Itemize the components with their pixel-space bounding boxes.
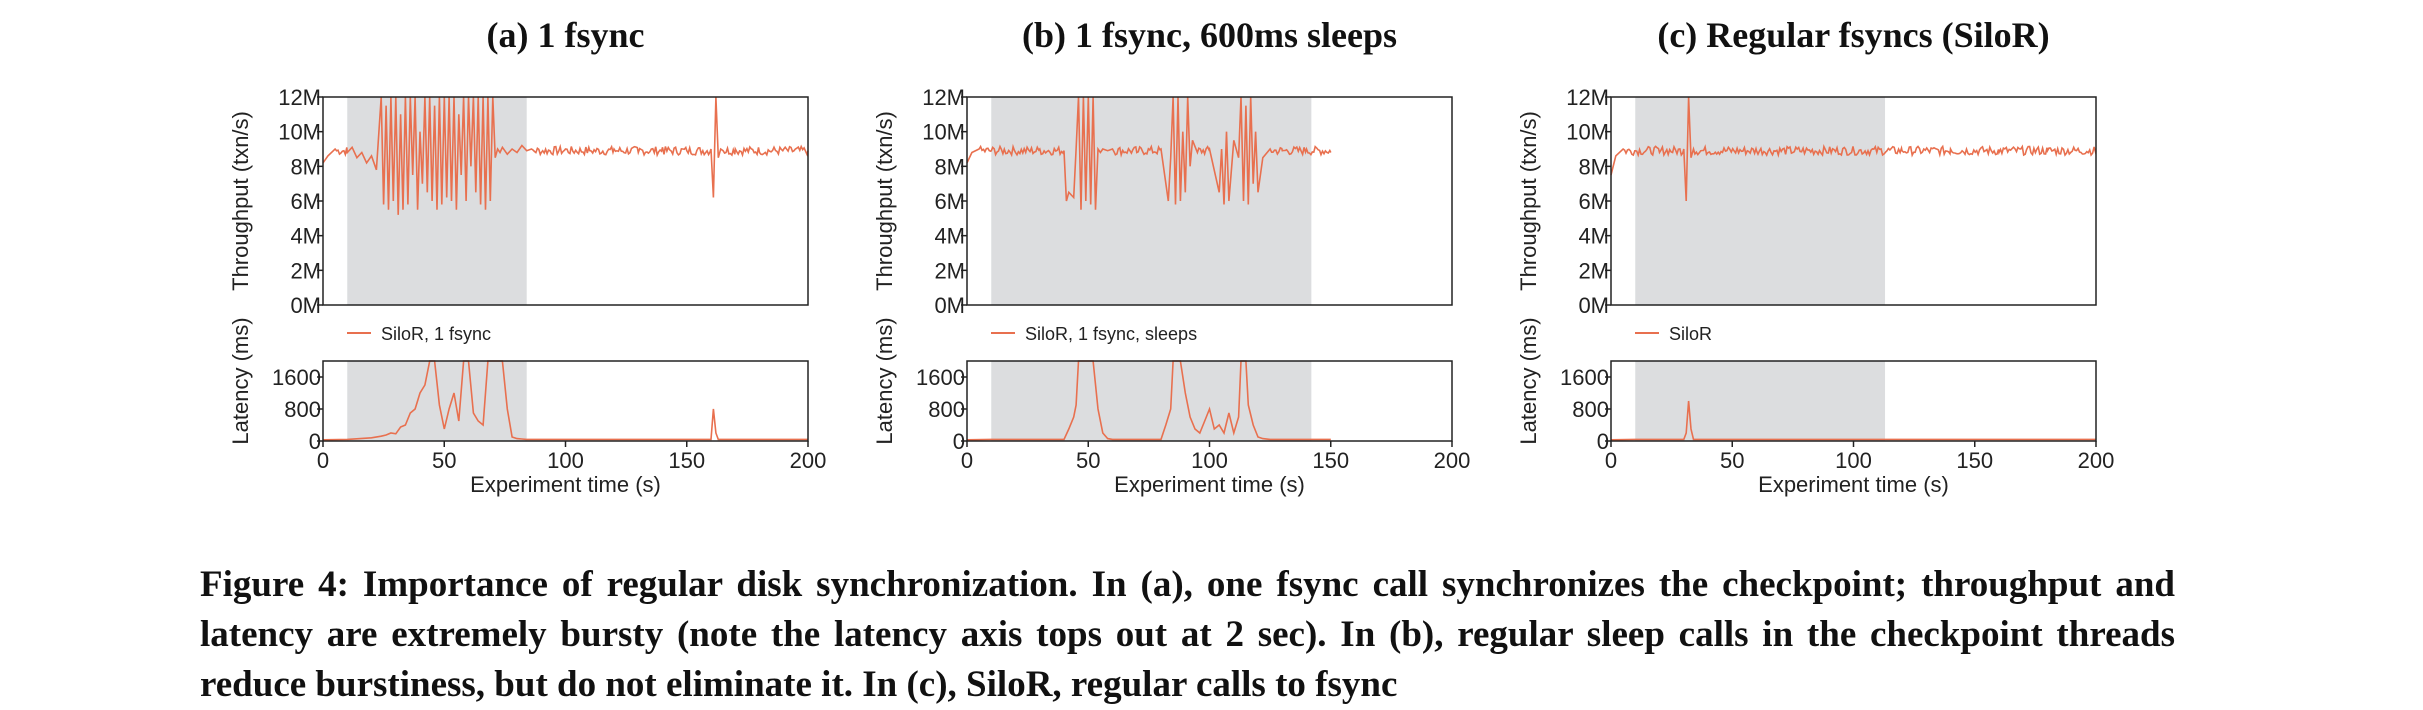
xtick-label: 150 bbox=[1956, 448, 1993, 473]
chart-panel-2: (b) 1 fsync, 600ms sleeps 0M 2M 4M 6M 8M 10M 12… bbox=[872, 15, 1470, 497]
legend-label: SiloR, 1 fsync, sleeps bbox=[1025, 324, 1197, 344]
throughput-ytick-label: 6M bbox=[934, 189, 965, 214]
latency-ytick-label: 1600 bbox=[272, 365, 321, 390]
figure-4-charts: (a) 1 fsync 0M 2M 4M 6M 8M 10M 12M Throughput (t… bbox=[228, 15, 2114, 497]
chart-title: (c) Regular fsyncs (SiloR) bbox=[1657, 15, 2049, 55]
checkpoint-shaded-region bbox=[347, 361, 527, 441]
latency-ytick-label: 1600 bbox=[1560, 365, 1609, 390]
throughput-ytick-label: 12M bbox=[922, 85, 965, 110]
xtick-label: 150 bbox=[1312, 448, 1349, 473]
throughput-series-line bbox=[322, 96, 809, 215]
throughput-ytick-label: 8M bbox=[934, 154, 965, 179]
latency-ytick-label: 800 bbox=[284, 397, 321, 422]
throughput-ytick-label: 2M bbox=[1578, 258, 1609, 283]
checkpoint-shaded-region bbox=[991, 97, 1312, 305]
throughput-ytick-label: 10M bbox=[922, 120, 965, 145]
xtick-label: 50 bbox=[432, 448, 456, 473]
xtick-label: 100 bbox=[1835, 448, 1872, 473]
throughput-y-axis-label: Throughput (txn/s) bbox=[228, 111, 253, 291]
throughput-ytick-label: 12M bbox=[278, 85, 321, 110]
throughput-ytick-label: 10M bbox=[1566, 120, 1609, 145]
throughput-ytick-label: 2M bbox=[934, 258, 965, 283]
throughput-y-axis-label: Throughput (txn/s) bbox=[1516, 111, 1541, 291]
throughput-ytick-label: 4M bbox=[1578, 224, 1609, 249]
xtick-label: 100 bbox=[547, 448, 584, 473]
latency-ytick-label: 800 bbox=[928, 397, 965, 422]
x-axis-label: Experiment time (s) bbox=[1114, 472, 1305, 497]
latency-y-axis-label: Latency (ms) bbox=[1516, 317, 1541, 444]
latency-y-axis-label: Latency (ms) bbox=[872, 317, 897, 444]
throughput-series-line bbox=[966, 96, 1332, 210]
figure-caption: Figure 4: Importance of regular disk syn… bbox=[200, 564, 2175, 705]
throughput-ytick-label: 0M bbox=[290, 293, 321, 318]
throughput-ytick-label: 0M bbox=[934, 293, 965, 318]
throughput-ytick-label: 0M bbox=[1578, 293, 1609, 318]
throughput-y-axis-label: Throughput (txn/s) bbox=[872, 111, 897, 291]
chart-title: (a) 1 fsync bbox=[487, 15, 645, 55]
throughput-ytick-label: 2M bbox=[290, 258, 321, 283]
throughput-ytick-label: 6M bbox=[1578, 189, 1609, 214]
throughput-ytick-label: 4M bbox=[934, 224, 965, 249]
chart-panel-1: (a) 1 fsync 0M 2M 4M 6M 8M 10M 12M Throughput (t… bbox=[228, 15, 826, 497]
chart-title: (b) 1 fsync, 600ms sleeps bbox=[1022, 15, 1397, 55]
x-axis-label: Experiment time (s) bbox=[1758, 472, 1949, 497]
xtick-label: 150 bbox=[668, 448, 705, 473]
xtick-label: 200 bbox=[2078, 448, 2115, 473]
latency-ytick-label: 1600 bbox=[916, 365, 965, 390]
throughput-ytick-label: 8M bbox=[1578, 154, 1609, 179]
latency-series-line bbox=[1610, 400, 2096, 441]
checkpoint-shaded-region bbox=[1635, 361, 1886, 441]
throughput-ytick-label: 6M bbox=[290, 189, 321, 214]
xtick-label: 0 bbox=[317, 448, 329, 473]
throughput-ytick-label: 4M bbox=[290, 224, 321, 249]
latency-ytick-label: 0 bbox=[309, 429, 321, 454]
latency-ytick-label: 0 bbox=[953, 429, 965, 454]
xtick-label: 0 bbox=[1605, 448, 1617, 473]
xtick-label: 200 bbox=[790, 448, 827, 473]
checkpoint-shaded-region bbox=[1635, 97, 1886, 305]
throughput-ytick-label: 8M bbox=[290, 154, 321, 179]
x-axis-label: Experiment time (s) bbox=[470, 472, 661, 497]
checkpoint-shaded-region bbox=[991, 361, 1312, 441]
latency-ytick-label: 0 bbox=[1597, 429, 1609, 454]
xtick-label: 50 bbox=[1076, 448, 1100, 473]
latency-y-axis-label: Latency (ms) bbox=[228, 317, 253, 444]
xtick-label: 0 bbox=[961, 448, 973, 473]
throughput-series-line bbox=[1610, 96, 2097, 202]
throughput-ytick-label: 12M bbox=[1566, 85, 1609, 110]
xtick-label: 100 bbox=[1191, 448, 1228, 473]
chart-panel-3: (c) Regular fsyncs (SiloR) 0M 2M 4M 6M 8M 10M 1… bbox=[1516, 15, 2114, 497]
latency-ytick-label: 800 bbox=[1572, 397, 1609, 422]
throughput-ytick-label: 10M bbox=[278, 120, 321, 145]
xtick-label: 200 bbox=[1434, 448, 1471, 473]
legend-label: SiloR, 1 fsync bbox=[381, 324, 491, 344]
xtick-label: 50 bbox=[1720, 448, 1744, 473]
legend-label: SiloR bbox=[1669, 324, 1712, 344]
